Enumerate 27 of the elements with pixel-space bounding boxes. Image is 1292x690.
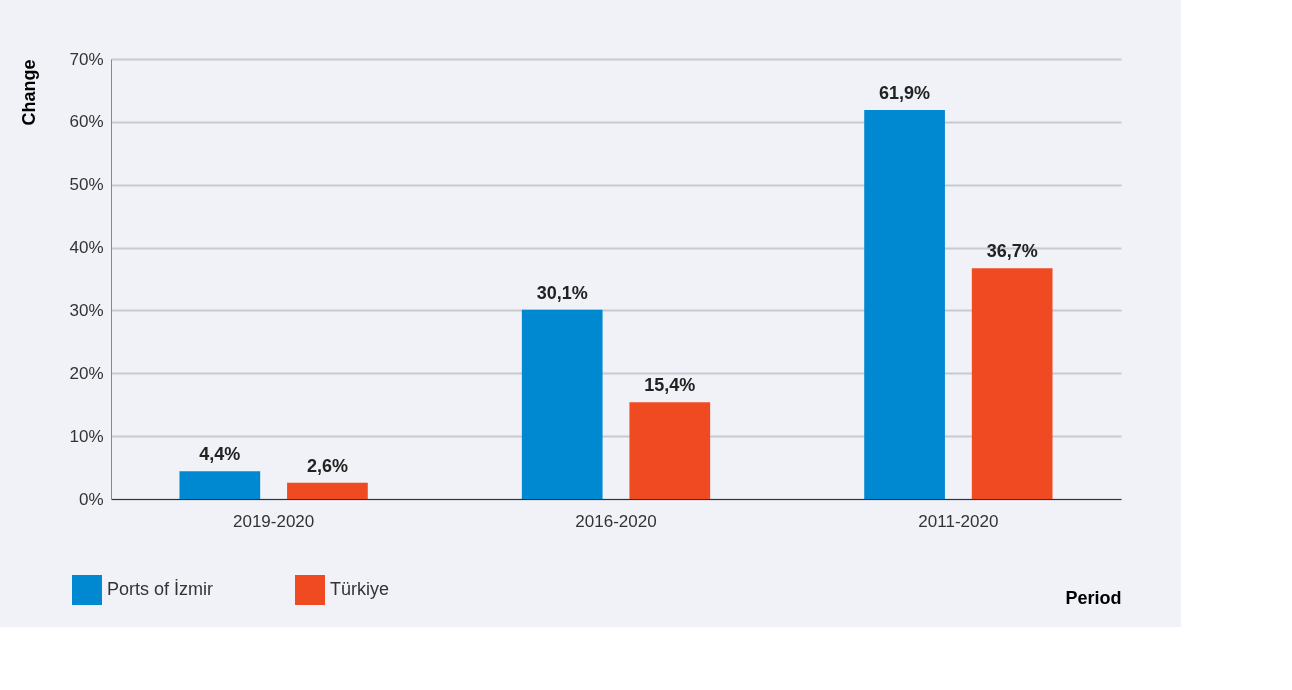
y-tick-label: 50% (69, 175, 104, 195)
bar (629, 402, 711, 499)
x-tick-label: 2016-2020 (575, 511, 657, 531)
data-label: 30,1% (536, 282, 588, 303)
bar (521, 309, 603, 499)
y-tick-label: 20% (69, 363, 104, 383)
y-tick-label: 60% (69, 112, 104, 132)
y-tick-label: 30% (69, 300, 104, 320)
y-tick-label: 70% (69, 49, 104, 69)
bar (287, 482, 368, 499)
bar (971, 268, 1053, 499)
legend-label: Türkiye (330, 579, 390, 599)
y-tick-label: 40% (69, 238, 104, 258)
data-label: 2,6% (306, 455, 348, 476)
x-tick-label: 2019-2020 (232, 511, 315, 531)
data-label: 15,4% (644, 375, 696, 396)
y-tick-label: 10% (69, 426, 104, 446)
data-label: 4,4% (199, 444, 241, 465)
x-axis-title: Period (1065, 587, 1122, 608)
y-axis-title: Change (19, 59, 40, 126)
bar (864, 109, 945, 499)
x-tick-label: 2011-2020 (918, 511, 999, 531)
legend-label: Ports of İzmir (107, 579, 214, 599)
data-label: 36,7% (986, 241, 1038, 262)
data-label: 61,9% (879, 82, 931, 103)
bar (179, 471, 261, 499)
y-tick-label: 0% (78, 489, 104, 509)
